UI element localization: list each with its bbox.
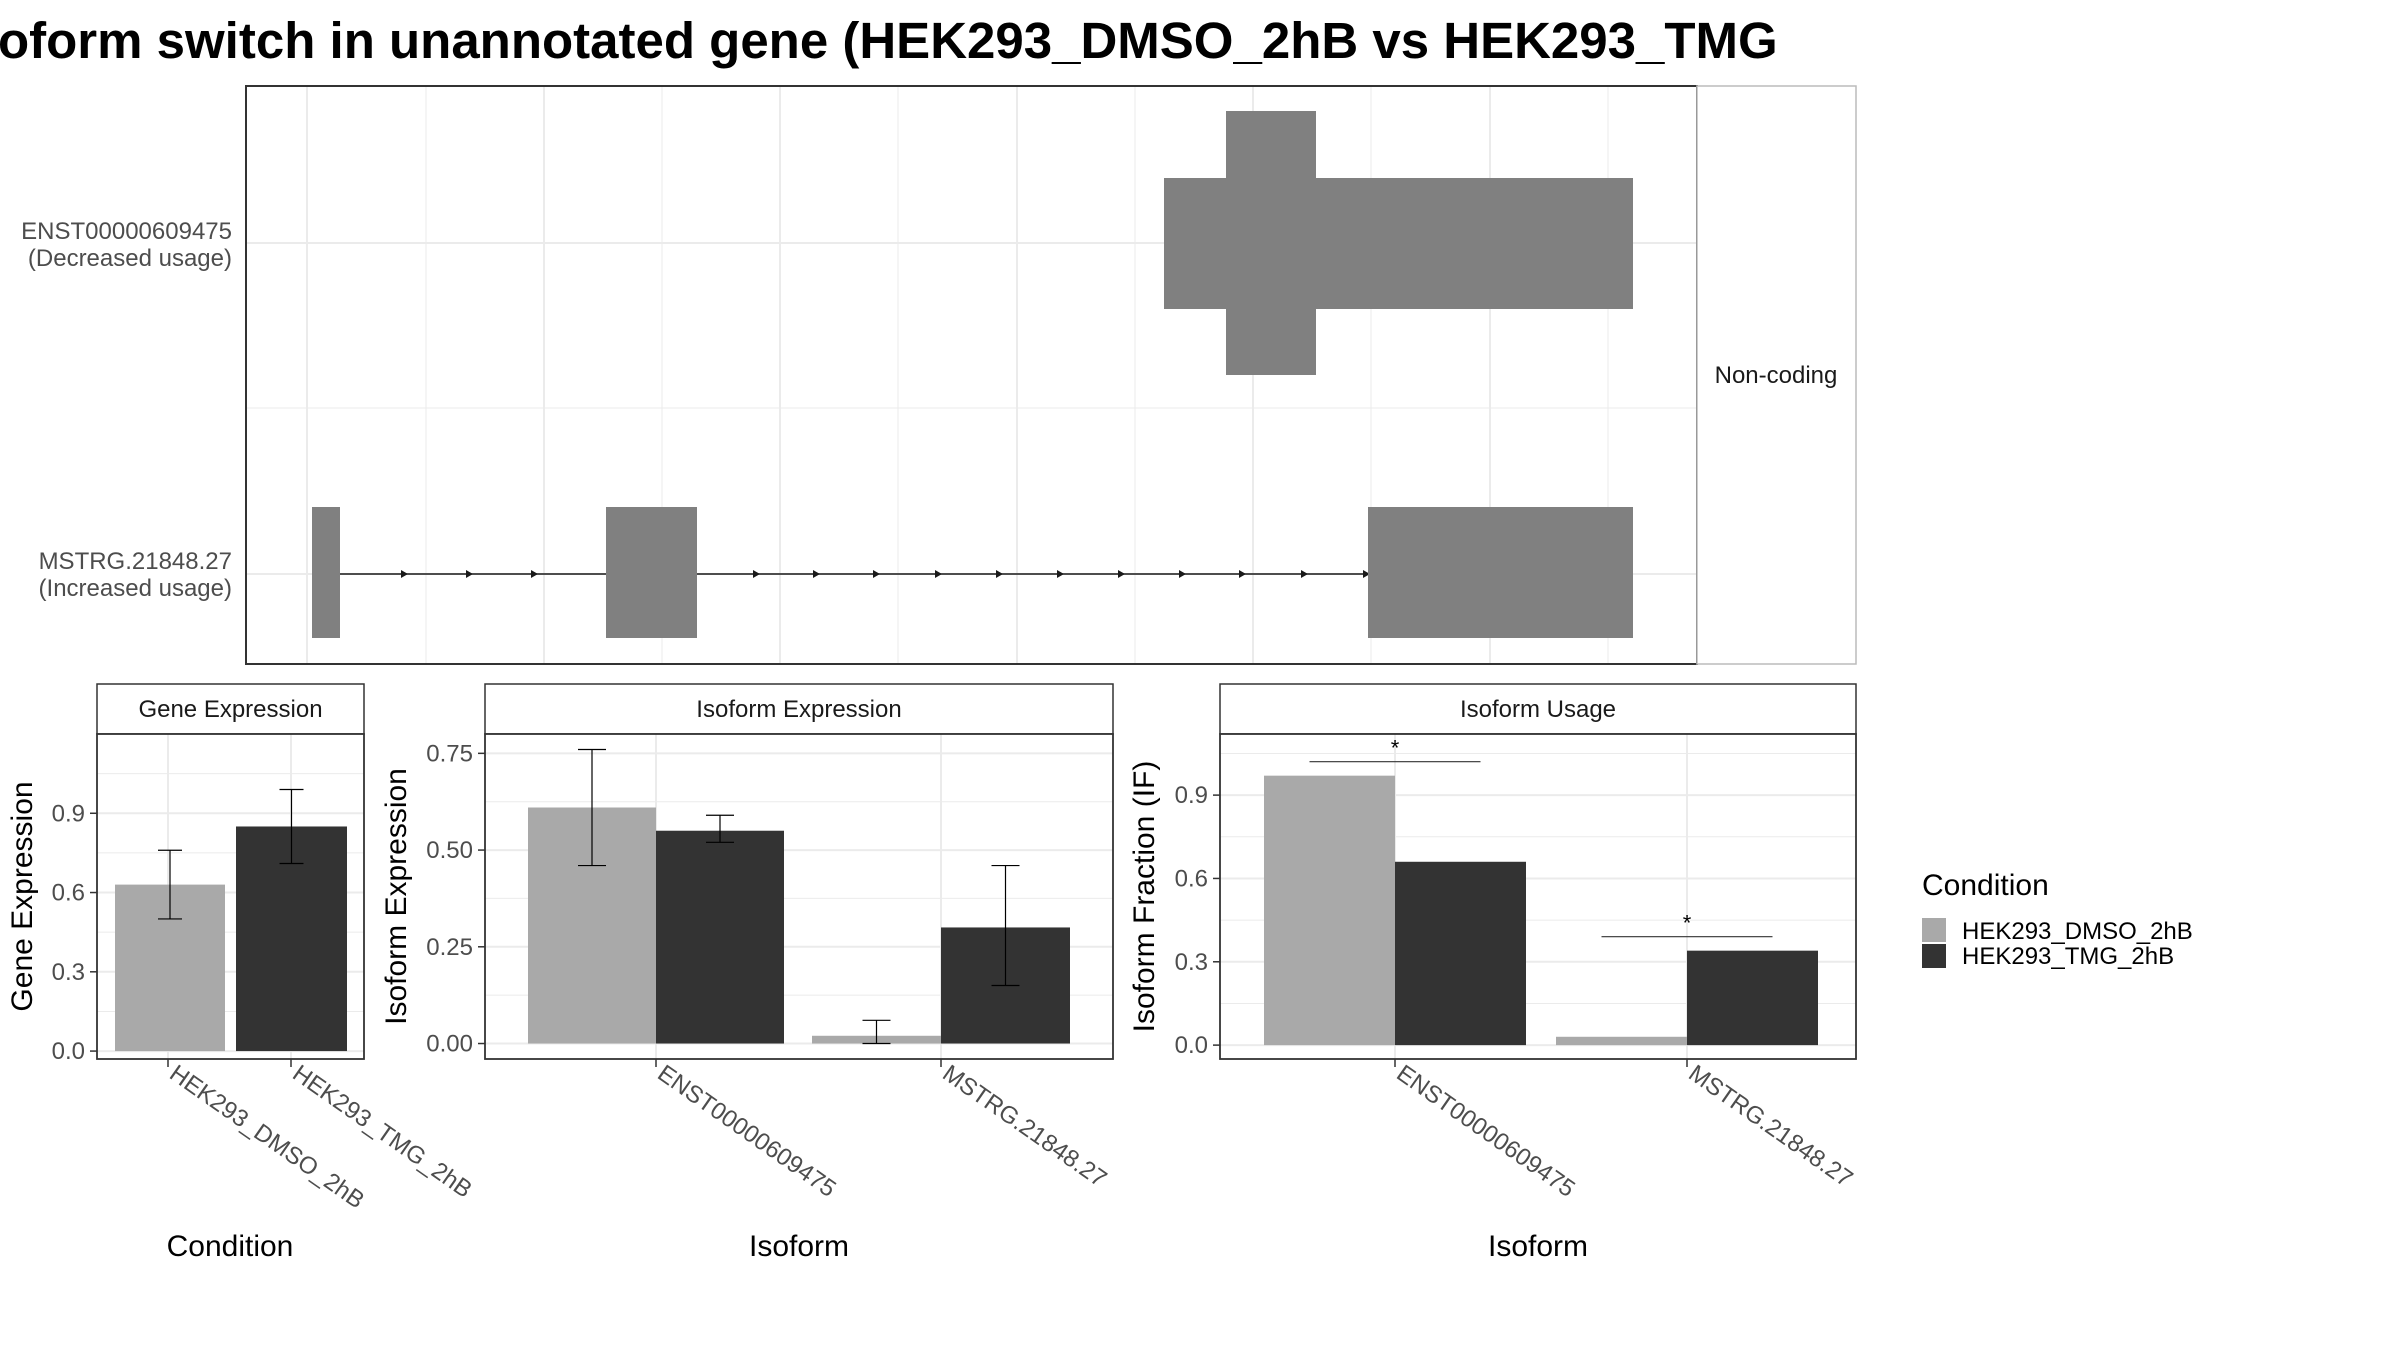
gene-expression-ytick-label-3: 0.9 (52, 800, 85, 827)
isoform-usage-plot-frame (1219, 733, 1857, 1060)
intron-arrow-5 (873, 570, 880, 578)
intron-arrow-0 (401, 570, 408, 578)
intron-arrow-4 (813, 570, 820, 578)
transcript-isoforms (312, 111, 1633, 638)
gene-expression-ytick-label-1: 0.3 (52, 959, 85, 986)
isoform-label-enst: ENST00000609475 (21, 218, 232, 245)
isoform-label-mstrg: MSTRG.21848.27 (39, 548, 232, 575)
intron-arrow-6 (935, 570, 942, 578)
isoform-usage-mstrg: (Increased usage) (39, 575, 232, 602)
intron-arrow-11 (1239, 570, 1246, 578)
isoform-expression-ytick-label-3: 0.75 (426, 740, 473, 767)
intron-arrow-8 (1057, 570, 1064, 578)
isoform-expression-xlabel: Isoform (749, 1230, 849, 1263)
isoform-expression-ytick-label-1: 0.25 (426, 934, 473, 961)
transcript-structure-panel: Non-coding ENST00000609475 (Decreased us… (21, 85, 1857, 665)
isoform-usage-significance-mark-0: * (1391, 736, 1400, 761)
gene-expression-strip-label: Gene Expression (138, 696, 322, 723)
isoform-usage-bar-0-0 (1264, 775, 1395, 1046)
isoform-expression-xtick-label-1: MSTRG.21848.27 (938, 1060, 1112, 1193)
isoform-expression-ylabel: Isoform Expression (380, 768, 413, 1025)
intron-arrow-2 (531, 570, 538, 578)
isoform-usage-ytick-label-0: 0.0 (1175, 1032, 1208, 1059)
isoform-expression-plot-frame (484, 733, 1114, 1060)
intron-arrow-9 (1118, 570, 1125, 578)
gene-expression-strip (96, 683, 365, 735)
exon-mstrg-2 (606, 507, 697, 638)
isoform-usage-strip (1219, 683, 1857, 735)
gene-expression-ytick-label-2: 0.6 (52, 880, 85, 907)
intron-arrow-3 (753, 570, 760, 578)
legend-label-tmg: HEK293_TMG_2hB (1962, 943, 2174, 970)
exon-enst-1-center (1226, 111, 1316, 375)
isoform-usage-bar-1-1 (1687, 950, 1818, 1046)
isoform-usage-panel: Isoform Usage * * 0.0 0.3 0.6 0.9 ENST000006094… (1128, 683, 1858, 1263)
isoform-expression-panel: Isoform Expression 0.00 0.25 0.50 0.75 ENST00… (380, 683, 1114, 1263)
legend-swatch-dmso (1922, 918, 1946, 942)
isoform-expression-ytick-label-2: 0.50 (426, 837, 473, 864)
legend-label-dmso: HEK293_DMSO_2hB (1962, 918, 2193, 945)
isoform-usage-ytick-label-3: 0.9 (1175, 782, 1208, 809)
gene-expression-ytick-label-0: 0.0 (52, 1038, 85, 1065)
isoform-usage-ytick-label-2: 0.6 (1175, 865, 1208, 892)
transcript-strip-label: Non-coding (1715, 362, 1838, 389)
isoform-expression-ytick-label-0: 0.00 (426, 1031, 473, 1058)
gene-expression-xtick-label-0: HEK293_DMSO_2hB (165, 1060, 370, 1214)
isoform-expression-strip (484, 683, 1114, 735)
isoform-usage-xlabel: Isoform (1488, 1230, 1588, 1263)
gene-expression-plot-frame (96, 733, 365, 1060)
legend-swatch-tmg (1922, 944, 1946, 968)
gene-expression-ylabel: Gene Expression (6, 781, 39, 1011)
isoform-expression-xtick-label-0: ENST00000609475 (653, 1060, 841, 1203)
figure-title: oform switch in unannotated gene (HEK293… (0, 12, 1778, 69)
intron-arrow-13 (1363, 570, 1370, 578)
exon-mstrg-3 (1368, 507, 1633, 638)
intron-arrow-10 (1179, 570, 1186, 578)
isoform-usage-ylabel: Isoform Fraction (IF) (1128, 761, 1161, 1033)
isoform-usage-enst: (Decreased usage) (28, 245, 232, 272)
isoform-expression-bar-0-1 (656, 830, 784, 1044)
intron-arrow-7 (996, 570, 1003, 578)
transcript-strip (1696, 85, 1857, 665)
legend-title: Condition (1922, 869, 2049, 902)
isoform-usage-xtick-label-0: ENST00000609475 (1392, 1060, 1580, 1203)
isoform-expression-strip-label: Isoform Expression (696, 696, 901, 723)
isoform-usage-significance-mark-1: * (1683, 911, 1692, 936)
isoform-usage-bar-1-0 (1556, 1036, 1687, 1046)
isoform-usage-bar-0-1 (1395, 861, 1526, 1046)
gene-expression-xlabel: Condition (167, 1230, 294, 1263)
intron-arrow-12 (1301, 570, 1308, 578)
isoform-usage-xtick-label-1: MSTRG.21848.27 (1684, 1060, 1858, 1193)
exon-mstrg-1 (312, 507, 340, 638)
condition-legend: Condition HEK293_DMSO_2hB HEK293_TMG_2hB (1922, 869, 2193, 970)
isoform-usage-strip-label: Isoform Usage (1460, 696, 1616, 723)
isoform-usage-ytick-label-1: 0.3 (1175, 949, 1208, 976)
intron-arrow-1 (466, 570, 473, 578)
